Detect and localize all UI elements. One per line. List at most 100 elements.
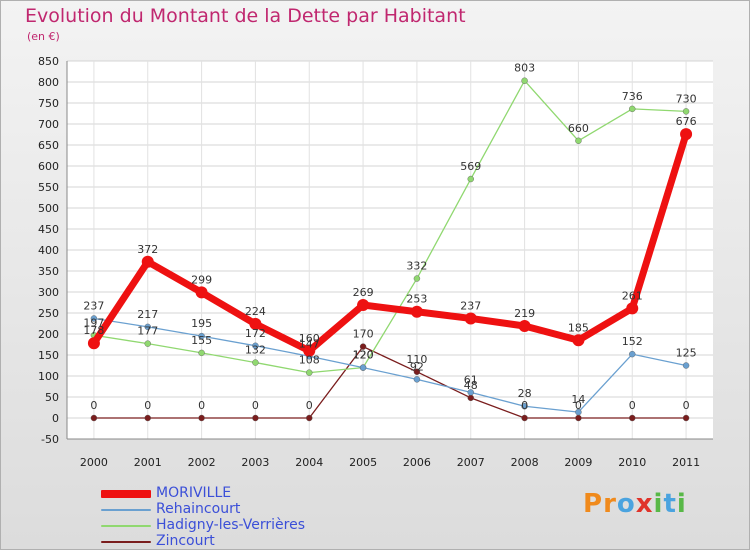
logo-letter: i	[653, 489, 664, 519]
logo-letter: o	[616, 489, 636, 519]
data-label: 0	[683, 399, 690, 412]
data-point	[575, 137, 582, 145]
data-label: 0	[90, 399, 97, 412]
y-tick-label: 750	[38, 97, 59, 110]
x-tick-label: 2008	[511, 456, 539, 469]
y-tick-label: 550	[38, 181, 59, 194]
y-tick-label: 700	[38, 118, 59, 131]
data-label: 170	[353, 328, 374, 341]
data-point	[198, 349, 205, 357]
y-tick-label: 650	[38, 139, 59, 152]
y-tick-label: 200	[38, 328, 59, 341]
y-tick-label: 300	[38, 286, 59, 299]
logo-letter: t	[663, 489, 677, 519]
legend-label: Zincourt	[156, 533, 215, 549]
y-tick-label: 500	[38, 202, 59, 215]
data-point	[626, 302, 639, 315]
data-point	[572, 334, 585, 347]
y-tick-label: 400	[38, 244, 59, 257]
data-point	[467, 389, 474, 396]
data-label: 261	[622, 289, 643, 302]
series-line-hadigny-les-verri-res	[93, 80, 687, 374]
data-point	[249, 317, 262, 330]
data-point	[467, 394, 474, 402]
data-point	[629, 350, 636, 358]
data-point	[682, 362, 690, 369]
data-point	[144, 323, 151, 331]
data-label: 108	[299, 354, 320, 367]
data-label: 185	[568, 321, 589, 334]
legend-swatch	[101, 541, 151, 543]
data-point	[90, 315, 98, 322]
data-point	[144, 340, 151, 347]
y-tick-label: 800	[38, 76, 59, 89]
y-tick-label: 850	[38, 55, 59, 68]
data-point	[521, 77, 528, 84]
data-label: 48	[464, 379, 478, 392]
data-label: 219	[514, 307, 535, 320]
data-label: 28	[518, 387, 532, 400]
x-tick-label: 2010	[618, 456, 646, 469]
data-label: 676	[676, 115, 697, 128]
data-point	[413, 275, 421, 282]
data-label: 736	[622, 90, 643, 103]
data-point	[141, 255, 154, 268]
data-label: 160	[299, 332, 320, 345]
data-point	[252, 342, 259, 349]
data-point	[306, 369, 313, 376]
y-tick-label: 600	[38, 160, 59, 173]
data-label: 110	[406, 353, 427, 366]
data-label: 197	[83, 316, 104, 329]
logo-letter: x	[635, 489, 654, 519]
data-label: 253	[406, 293, 427, 306]
chart-subtitle: (en €)	[27, 30, 60, 43]
y-tick-label: -50	[41, 433, 59, 446]
data-point	[680, 128, 693, 141]
y-tick-label: 250	[38, 307, 59, 320]
x-tick-label: 2006	[403, 456, 431, 469]
data-label: 0	[306, 399, 313, 412]
logo-letter: r	[603, 489, 617, 519]
data-label: 803	[514, 62, 535, 75]
data-label: 299	[191, 273, 212, 286]
data-label: 92	[410, 360, 424, 373]
data-label: 120	[353, 349, 374, 362]
data-point	[359, 343, 367, 350]
x-tick-label: 2007	[457, 456, 485, 469]
data-label: 569	[460, 160, 481, 173]
data-point	[518, 320, 531, 333]
data-point	[410, 305, 423, 318]
data-point	[144, 414, 151, 422]
data-label: 152	[622, 335, 643, 348]
data-label: 0	[575, 399, 582, 412]
data-label: 224	[245, 305, 266, 318]
data-label: 178	[83, 324, 104, 337]
logo-letter: P	[583, 489, 604, 519]
data-point	[90, 414, 98, 422]
data-point	[303, 344, 316, 357]
data-point	[357, 299, 370, 312]
data-label: 217	[137, 308, 158, 321]
data-label: 155	[191, 334, 212, 347]
data-label: 372	[137, 243, 158, 256]
data-point	[521, 414, 528, 422]
data-label: 0	[144, 399, 151, 412]
y-tick-label: 150	[38, 349, 59, 362]
data-label: 0	[629, 399, 636, 412]
data-point	[682, 414, 690, 422]
data-label: 125	[676, 347, 697, 360]
data-point	[198, 332, 205, 340]
data-label: 0	[252, 399, 259, 412]
data-label: 332	[406, 260, 427, 273]
legend-swatch	[101, 490, 151, 498]
proxiti-logo: Proxiti	[583, 489, 687, 519]
data-label: 61	[464, 373, 478, 386]
x-tick-label: 2009	[564, 456, 592, 469]
data-label: 237	[83, 299, 104, 312]
series-line-rehaincourt	[93, 317, 687, 413]
data-label: 14	[571, 393, 585, 406]
data-point	[629, 105, 636, 113]
legend-label: Rehaincourt	[156, 501, 241, 517]
legend-label: MORIVILLE	[156, 485, 232, 501]
